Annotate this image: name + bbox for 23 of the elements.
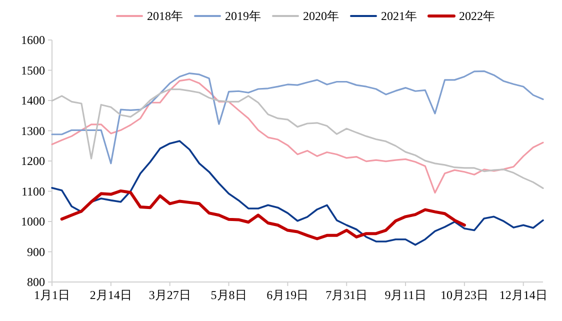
y-tick-label: 1000 [21,214,45,228]
y-tick-label: 1400 [21,94,45,108]
x-tick-label: 6月19日 [266,288,309,302]
y-tick-label: 900 [27,244,45,259]
y-tick-label: 1200 [21,154,45,168]
legend-label: 2018年 [147,9,183,23]
legend-label: 2019年 [225,9,261,23]
x-tick-label: 10月23日 [440,288,488,302]
x-tick-label: 1月1日 [34,288,70,302]
y-tick-label: 1600 [21,33,45,47]
x-tick-label: 5月8日 [210,288,247,302]
y-tick-label: 1300 [21,124,45,138]
x-tick-label: 3月27日 [148,288,191,302]
y-tick-label: 1100 [21,184,45,198]
x-tick-label: 9月11日 [384,288,426,302]
legend-label: 2022年 [459,9,495,23]
y-tick-label: 800 [27,275,45,289]
x-tick-label: 7月31日 [326,288,368,302]
legend-label: 2020年 [303,9,339,23]
x-tick-label: 2月14日 [90,288,132,302]
legend-label: 2021年 [381,9,417,23]
y-tick-label: 1500 [21,63,45,78]
x-tick-label: 12月14日 [499,288,548,302]
